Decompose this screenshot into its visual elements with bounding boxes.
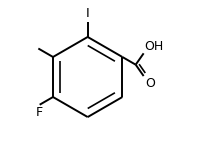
- Text: OH: OH: [144, 40, 164, 53]
- Text: F: F: [35, 106, 42, 119]
- Text: O: O: [145, 77, 155, 90]
- Text: I: I: [86, 7, 90, 20]
